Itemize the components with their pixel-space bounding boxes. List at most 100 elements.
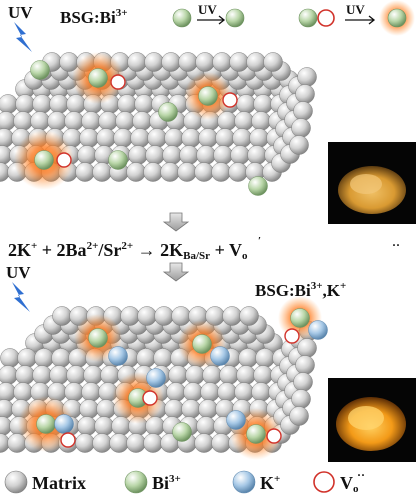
- oxygen-vacancy-icon: [313, 471, 335, 493]
- matrix-ion: [49, 365, 69, 385]
- matrix-ion: [196, 416, 216, 436]
- matrix-ion: [217, 382, 237, 402]
- bi-ion: [34, 150, 54, 170]
- top-sample-label: BSG:Bi3+: [60, 7, 128, 27]
- matrix-ion: [289, 135, 309, 155]
- oxygen-vacancy: [56, 152, 72, 168]
- matrix-ion: [238, 348, 258, 368]
- matrix-ion: [0, 111, 16, 131]
- matrix-ion: [66, 365, 86, 385]
- matrix-ion: [234, 382, 254, 402]
- bi-ion: [290, 308, 310, 328]
- matrix-ion: [246, 52, 266, 72]
- matrix-ion: [183, 382, 203, 402]
- matrix-ion: [297, 67, 317, 87]
- bi-ion: [172, 422, 192, 442]
- matrix-ion: [297, 338, 317, 358]
- matrix-ion: [81, 111, 101, 131]
- matrix-ion: [181, 399, 201, 419]
- oxygen-vacancy-icon: [317, 9, 335, 27]
- matrix-ion: [198, 399, 218, 419]
- matrix-ion: [185, 365, 205, 385]
- matrix-ion: [117, 94, 137, 114]
- matrix-ion: [79, 128, 99, 148]
- matrix-ion: [49, 94, 69, 114]
- matrix-ion: [77, 145, 97, 165]
- matrix-ion: [96, 128, 116, 148]
- matrix-ion: [160, 162, 180, 182]
- matrix-ion: [154, 306, 174, 326]
- down-arrow-1: [162, 212, 190, 232]
- top-sample-photo: [328, 142, 416, 224]
- vacancy-dots-mark: ··: [392, 238, 400, 252]
- matrix-ion: [213, 145, 233, 165]
- bi-ion: [36, 414, 56, 434]
- oxygen-vacancy: [222, 92, 238, 108]
- matrix-ion: [194, 162, 214, 182]
- matrix-ion: [239, 306, 259, 326]
- matrix-ion: [177, 162, 197, 182]
- matrix-ion: [75, 162, 95, 182]
- k-ion: [226, 410, 246, 430]
- oxygen-vacancy: [266, 428, 282, 444]
- matrix-ion: [178, 52, 198, 72]
- matrix-ion: [194, 433, 214, 453]
- bottom-crystal-lattice: [0, 296, 328, 460]
- matrix-ion: [113, 128, 133, 148]
- matrix-ion: [52, 306, 72, 326]
- matrix-ion: [166, 382, 186, 402]
- matrix-ion: [211, 433, 231, 453]
- k-ion: [108, 346, 128, 366]
- matrix-ion: [179, 145, 199, 165]
- matrix-ion: [251, 111, 271, 131]
- matrix-ion: [13, 111, 33, 131]
- bi-ion-icon: [387, 8, 407, 28]
- matrix-ion: [228, 162, 248, 182]
- bottom-uv-label: UV: [6, 263, 31, 282]
- matrix-ion: [77, 416, 97, 436]
- k-ion: [146, 368, 166, 388]
- k-ion: [54, 414, 74, 434]
- matrix-ion: [137, 306, 157, 326]
- matrix-ion: [79, 399, 99, 419]
- matrix-ion: [236, 365, 256, 385]
- matrix-ion: [211, 162, 231, 182]
- legend-vo-label: Vo: [340, 473, 359, 495]
- matrix-ion: [47, 111, 67, 131]
- matrix-ion: [17, 348, 37, 368]
- bi-ion-icon: [124, 470, 148, 494]
- top-uv-transition-label-2: UV: [346, 2, 365, 17]
- k-ion: [210, 346, 230, 366]
- matrix-ion: [13, 382, 33, 402]
- legend-bi-label: Bi3+: [152, 473, 181, 493]
- matrix-ion: [32, 365, 52, 385]
- matrix-ion: [234, 111, 254, 131]
- matrix-ion: [291, 118, 311, 138]
- matrix-ion: [236, 94, 256, 114]
- matrix-ion: [64, 111, 84, 131]
- matrix-ion: [143, 433, 163, 453]
- matrix-ion: [130, 128, 150, 148]
- matrix-ion: [126, 433, 146, 453]
- matrix-ion: [293, 372, 313, 392]
- matrix-ion: [202, 365, 222, 385]
- oxygen-vacancy: [110, 74, 126, 90]
- matrix-ion: [83, 365, 103, 385]
- bi-ion-icon: [172, 8, 192, 28]
- matrix-ion: [134, 94, 154, 114]
- matrix-ion: [34, 348, 54, 368]
- matrix-ion: [32, 94, 52, 114]
- matrix-ion: [164, 399, 184, 419]
- matrix-ion: [143, 162, 163, 182]
- matrix-ion: [253, 94, 273, 114]
- matrix-ion: [249, 128, 269, 148]
- defect-equation: 2K+ + 2Ba2+/Sr2+ → 2KBa/Sr + Vo: [8, 240, 248, 262]
- bi-ion: [108, 150, 128, 170]
- matrix-ion: [120, 306, 140, 326]
- matrix-ion: [147, 128, 167, 148]
- arrow-icon: [197, 15, 226, 25]
- matrix-ion: [219, 365, 239, 385]
- oxygen-vacancy: [284, 328, 300, 344]
- bi-ion: [88, 68, 108, 88]
- matrix-ion: [136, 348, 156, 368]
